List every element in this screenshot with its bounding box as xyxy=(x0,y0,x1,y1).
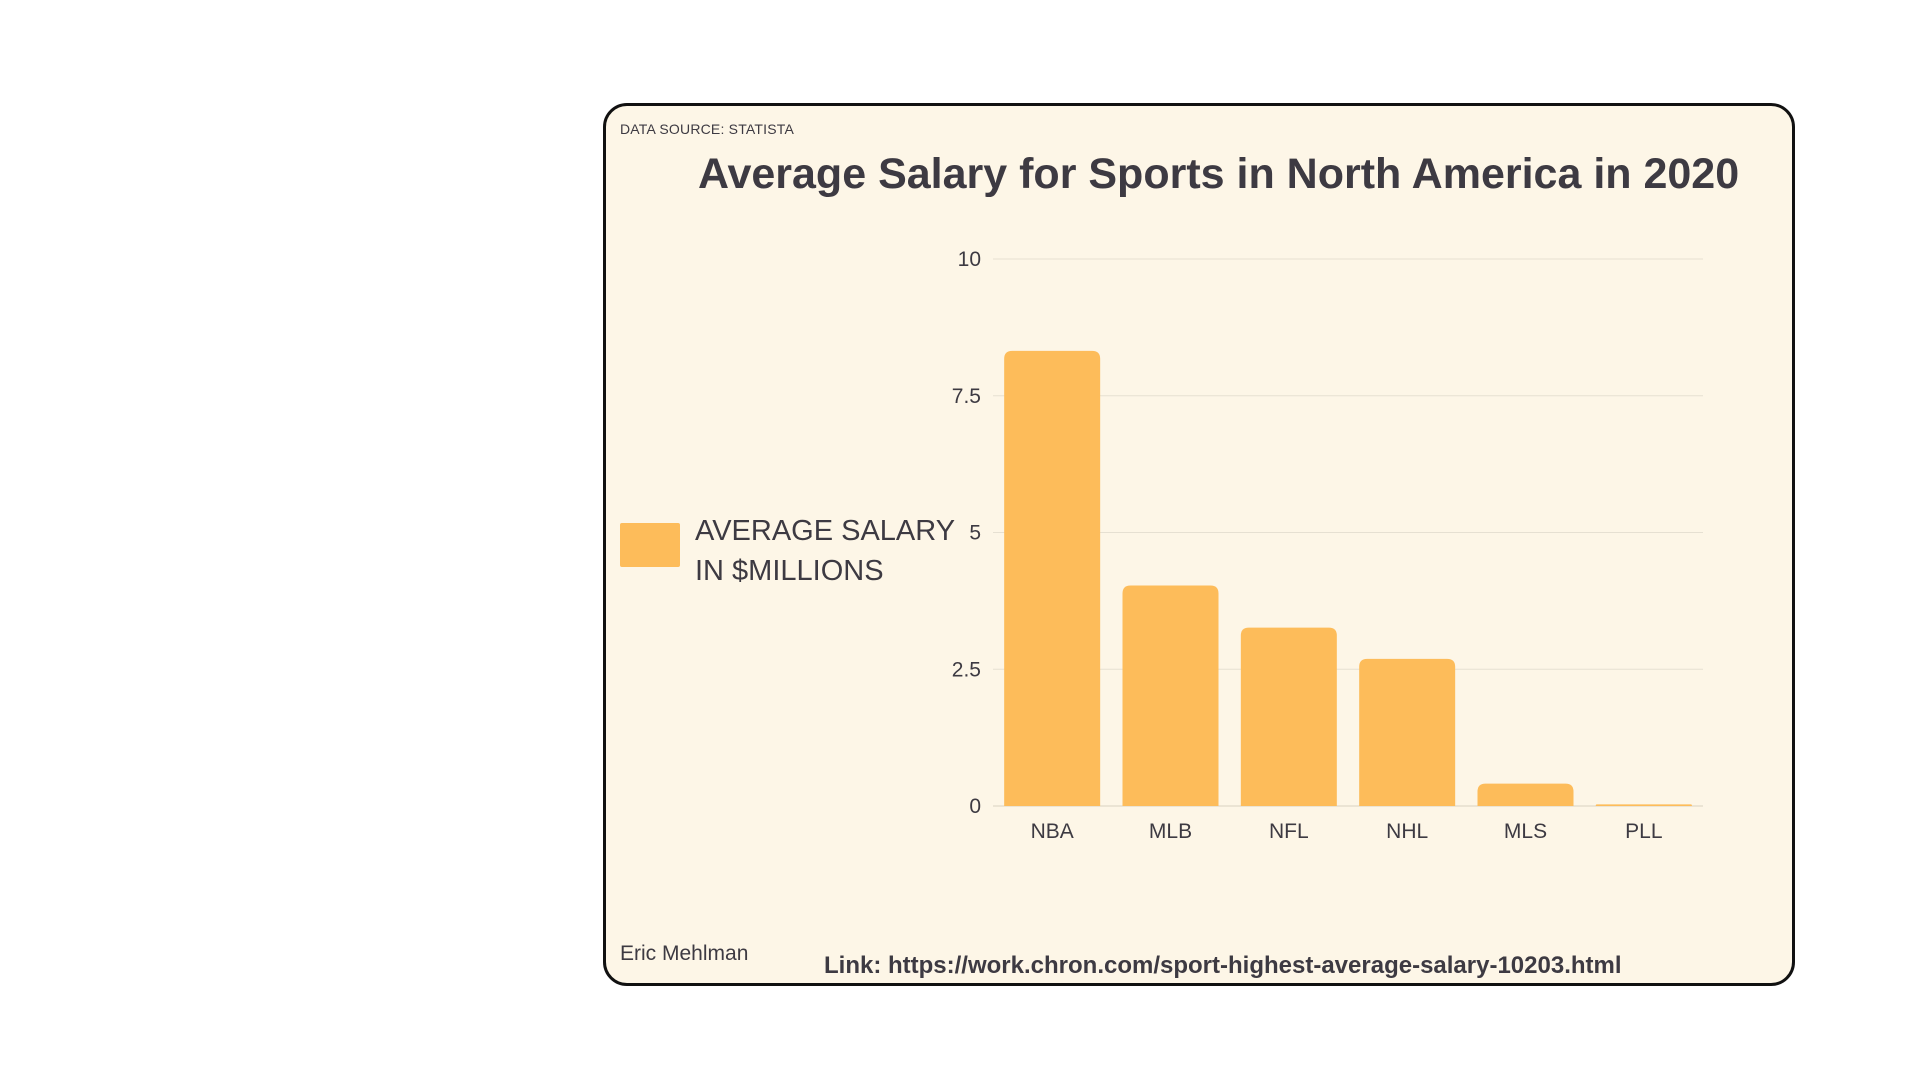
y-tick-label: 5 xyxy=(969,522,981,545)
bar-chart-plot: 0 2.5 5 7.5 10 NBA MLB NFL NHL MLS PLL xyxy=(952,248,1703,843)
y-tick-label: 7.5 xyxy=(952,385,981,408)
legend-swatch xyxy=(620,523,680,567)
data-source-note: DATA SOURCE: STATISTA xyxy=(620,121,795,137)
x-category-label: MLS xyxy=(1504,820,1547,843)
legend-label: AVERAGE SALARY IN $MILLIONS xyxy=(695,515,955,587)
chart-title: Average Salary for Sports in North Ameri… xyxy=(698,150,1740,198)
bar-nba xyxy=(1004,350,1101,806)
x-category-label: NHL xyxy=(1386,820,1428,843)
y-tick-label: 2.5 xyxy=(952,658,981,681)
x-category-label: NFL xyxy=(1269,820,1309,843)
source-link[interactable]: Link: https://work.chron.com/sport-highe… xyxy=(824,952,1622,979)
bar-pll xyxy=(1595,804,1692,806)
bar-nfl xyxy=(1240,627,1337,806)
chart-legend: AVERAGE SALARY IN $MILLIONS xyxy=(620,511,965,591)
x-category-label: PLL xyxy=(1625,820,1662,843)
bar-nhl xyxy=(1359,658,1456,806)
author-name: Eric Mehlman xyxy=(620,942,749,965)
y-tick-label: 0 xyxy=(969,795,981,818)
x-category-label: NBA xyxy=(1031,820,1074,843)
bar-mls xyxy=(1477,783,1574,806)
bar-mlb xyxy=(1122,585,1219,806)
chart-card: DATA SOURCE: STATISTA Average Salary for… xyxy=(603,103,1795,986)
x-category-label: MLB xyxy=(1149,820,1192,843)
y-tick-label: 10 xyxy=(958,248,981,271)
